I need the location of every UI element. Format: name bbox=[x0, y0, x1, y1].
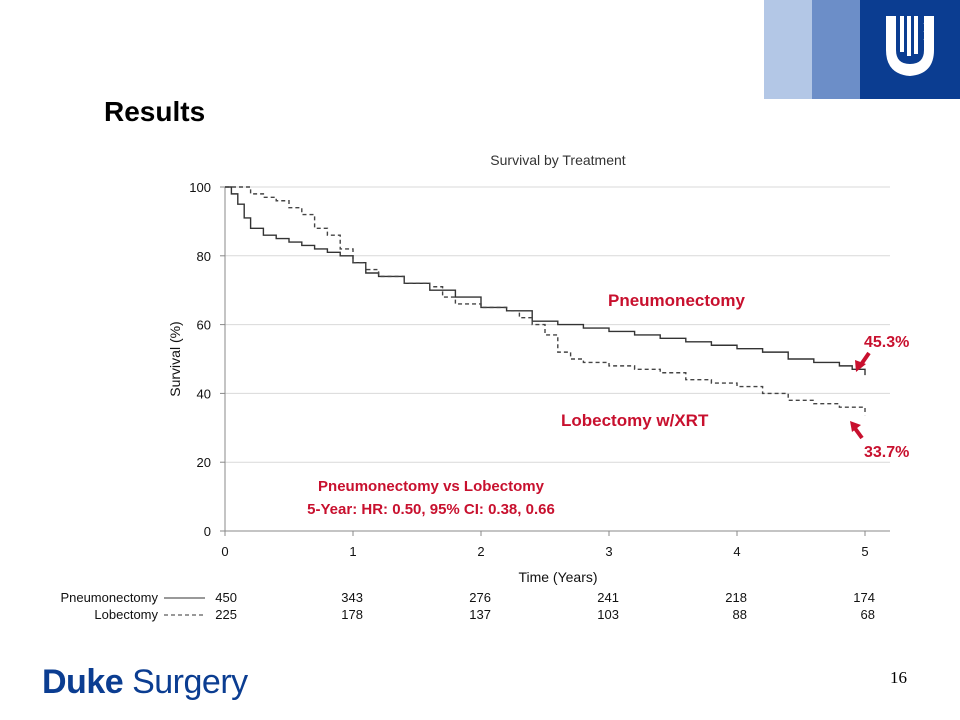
page-number: 16 bbox=[890, 668, 907, 687]
risk-count: 103 bbox=[597, 607, 619, 622]
pneumonectomy-final-value: 45.3% bbox=[864, 334, 909, 351]
duke-shield-logo-icon bbox=[886, 16, 934, 76]
slide-title: Results bbox=[104, 96, 206, 127]
chart-title: Survival by Treatment bbox=[490, 152, 625, 168]
hr-annotation-line2: 5-Year: HR: 0.50, 95% CI: 0.38, 0.66 bbox=[307, 501, 555, 518]
series-lines bbox=[225, 186, 866, 416]
y-tick-label: 60 bbox=[197, 318, 211, 333]
brand-word-surgery: Surgery bbox=[132, 663, 248, 701]
duke-surgery-logo: Duke Surgery bbox=[42, 663, 248, 702]
series-line-pneumonectomy bbox=[225, 186, 866, 376]
y-tick-label: 0 bbox=[204, 524, 211, 539]
risk-count: 225 bbox=[215, 607, 237, 622]
series-line-lobectomy bbox=[225, 186, 866, 416]
risk-row-label: Pneumonectomy bbox=[60, 590, 158, 605]
y-tick-label: 80 bbox=[197, 249, 211, 264]
y-axis-label: Survival (%) bbox=[167, 321, 183, 396]
lobectomy-curve-label: Lobectomy w/XRT bbox=[561, 411, 709, 430]
pneumonectomy-curve-label: Pneumonectomy bbox=[608, 291, 746, 310]
y-tick-label: 40 bbox=[197, 386, 211, 401]
x-tick-label: 4 bbox=[733, 544, 740, 559]
risk-count: 276 bbox=[469, 590, 491, 605]
pneumonectomy-arrow bbox=[855, 351, 871, 372]
risk-row-label: Lobectomy bbox=[94, 607, 158, 622]
lobectomy-final-value: 33.7% bbox=[864, 444, 909, 461]
risk-count: 450 bbox=[215, 590, 237, 605]
risk-count: 68 bbox=[861, 607, 875, 622]
brand-word-duke: Duke bbox=[42, 663, 124, 701]
x-tick-label: 5 bbox=[861, 544, 868, 559]
risk-count: 174 bbox=[853, 590, 875, 605]
x-tick-label: 2 bbox=[477, 544, 484, 559]
risk-count: 88 bbox=[733, 607, 747, 622]
y-tick-label: 20 bbox=[197, 455, 211, 470]
header-band-light bbox=[764, 0, 812, 99]
x-tick-label: 1 bbox=[349, 544, 356, 559]
x-axis-label: Time (Years) bbox=[518, 569, 597, 585]
header-band-mid bbox=[812, 0, 860, 99]
risk-count: 343 bbox=[341, 590, 363, 605]
risk-count: 241 bbox=[597, 590, 619, 605]
risk-count: 178 bbox=[341, 607, 363, 622]
axes bbox=[224, 187, 890, 532]
hr-annotation-line1: Pneumonectomy vs Lobectomy bbox=[318, 478, 545, 495]
y-tick-label: 100 bbox=[189, 180, 211, 195]
x-tick-label: 0 bbox=[221, 544, 228, 559]
x-tick-label: 3 bbox=[605, 544, 612, 559]
tick-labels: 0 20 40 60 80 100 0 1 2 3 4 5 bbox=[189, 180, 868, 559]
risk-count: 137 bbox=[469, 607, 491, 622]
risk-table: Pneumonectomy 450 343 276 241 218 174 Lobectomy… bbox=[60, 590, 875, 622]
risk-count: 218 bbox=[725, 590, 747, 605]
lobectomy-arrow bbox=[850, 421, 864, 440]
